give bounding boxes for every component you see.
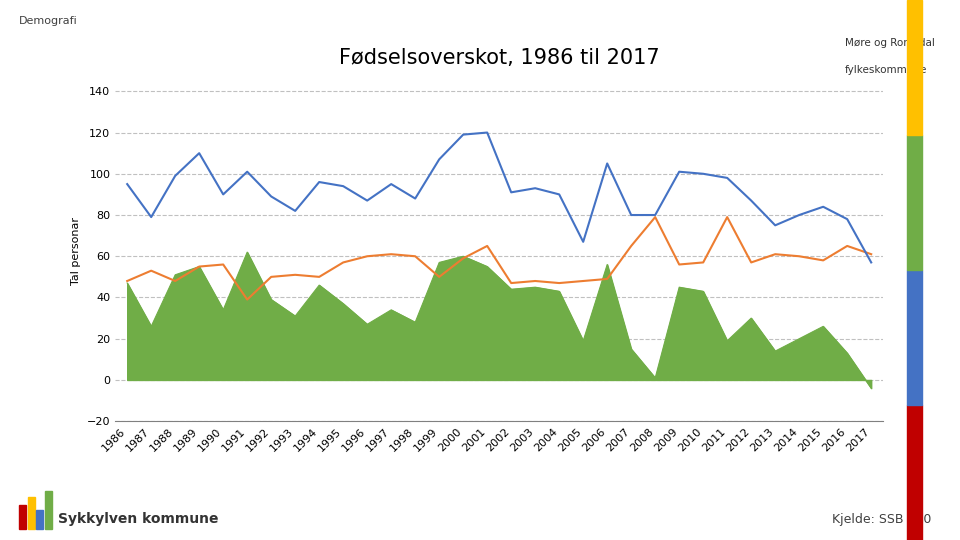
Text: Demografi: Demografi xyxy=(19,16,78,26)
Text: Møre og Romsdal: Møre og Romsdal xyxy=(845,38,935,48)
Y-axis label: Tal personar: Tal personar xyxy=(71,217,82,285)
Text: fylkeskommune: fylkeskommune xyxy=(845,65,927,75)
Title: Fødselsoverskot, 1986 til 2017: Fødselsoverskot, 1986 til 2017 xyxy=(339,49,660,69)
Text: Sykkylven kommune: Sykkylven kommune xyxy=(58,512,218,526)
Text: Kjelde: SSB   10: Kjelde: SSB 10 xyxy=(831,514,931,526)
